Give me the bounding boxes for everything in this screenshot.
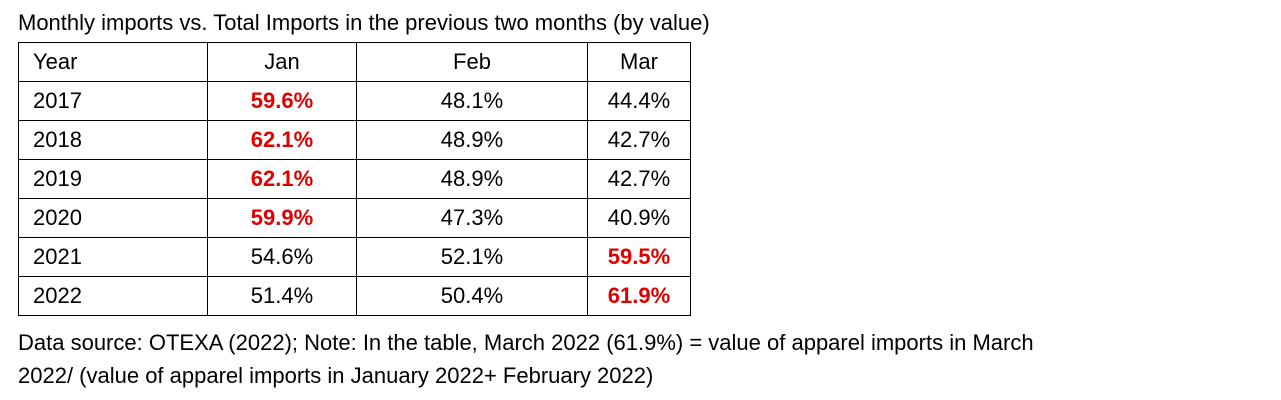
table-title: Monthly imports vs. Total Imports in the… (18, 10, 710, 35)
table-row: 2017 59.6% 48.1% 44.4% (18, 81, 691, 121)
cell-year: 2018 (18, 120, 208, 160)
table-row: 2022 51.4% 50.4% 61.9% (18, 276, 691, 316)
cell-jan: 59.9% (207, 198, 357, 238)
cell-year: 2020 (18, 198, 208, 238)
header-mar: Mar (587, 42, 691, 82)
cell-feb: 52.1% (356, 237, 588, 277)
cell-feb: 50.4% (356, 276, 588, 316)
cell-jan: 62.1% (207, 120, 357, 160)
cell-feb: 48.1% (356, 81, 588, 121)
imports-table: Year Jan Feb Mar 2017 59.6% 48.1% 44.4% 2018… (18, 42, 691, 316)
cell-feb: 47.3% (356, 198, 588, 238)
table-row: 2018 62.1% 48.9% 42.7% (18, 120, 691, 160)
source-note-line-1: Data source: OTEXA (2022); Note: In the … (18, 330, 1034, 355)
cell-year: 2019 (18, 159, 208, 199)
cell-year: 2022 (18, 276, 208, 316)
header-year: Year (18, 42, 208, 82)
table-row: 2020 59.9% 47.3% 40.9% (18, 198, 691, 238)
cell-feb: 48.9% (356, 120, 588, 160)
table-header-row: Year Jan Feb Mar (18, 42, 691, 82)
cell-mar: 44.4% (587, 81, 691, 121)
source-note-line-2: 2022/ (value of apparel imports in Janua… (18, 363, 654, 388)
cell-year: 2017 (18, 81, 208, 121)
header-jan: Jan (207, 42, 357, 82)
cell-mar: 61.9% (587, 276, 691, 316)
header-feb: Feb (356, 42, 588, 82)
cell-jan: 54.6% (207, 237, 357, 277)
cell-year: 2021 (18, 237, 208, 277)
cell-mar: 40.9% (587, 198, 691, 238)
cell-feb: 48.9% (356, 159, 588, 199)
cell-jan: 62.1% (207, 159, 357, 199)
cell-mar: 42.7% (587, 120, 691, 160)
cell-mar: 42.7% (587, 159, 691, 199)
table-row: 2019 62.1% 48.9% 42.7% (18, 159, 691, 199)
cell-jan: 59.6% (207, 81, 357, 121)
table-row: 2021 54.6% 52.1% 59.5% (18, 237, 691, 277)
cell-mar: 59.5% (587, 237, 691, 277)
cell-jan: 51.4% (207, 276, 357, 316)
source-note: Data source: OTEXA (2022); Note: In the … (18, 326, 1268, 392)
